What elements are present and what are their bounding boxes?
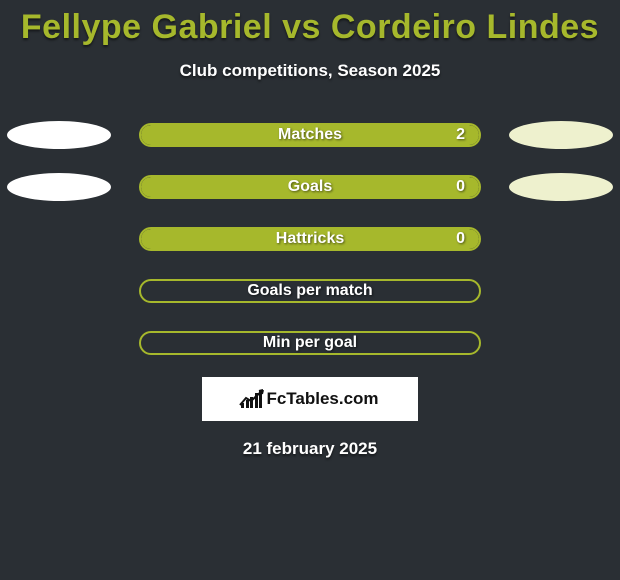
stat-row: Hattricks 0: [0, 225, 620, 253]
right-player-marker: [509, 121, 613, 149]
stat-value: 0: [456, 230, 465, 248]
stat-bar: Min per goal: [139, 331, 481, 355]
stat-label: Hattricks: [276, 230, 344, 248]
left-player-marker: [7, 173, 111, 201]
footer-date: 21 february 2025: [0, 439, 620, 459]
stat-row: Goals per match: [0, 277, 620, 305]
stat-label: Goals per match: [247, 282, 372, 300]
stat-row: Matches 2: [0, 121, 620, 149]
left-player-marker: [7, 121, 111, 149]
stat-bar: Matches 2: [139, 123, 481, 147]
page-title: Fellype Gabriel vs Cordeiro Lindes: [0, 0, 620, 47]
stat-label: Min per goal: [263, 334, 357, 352]
comparison-rows: Matches 2 Goals 0 Hattricks 0 Goals per match M…: [0, 121, 620, 357]
stat-bar: Goals 0: [139, 175, 481, 199]
right-player-marker: [509, 173, 613, 201]
logo-text: FcTables.com: [266, 389, 378, 409]
subtitle: Club competitions, Season 2025: [0, 61, 620, 81]
logo-box: FcTables.com: [202, 377, 418, 421]
stat-label: Matches: [278, 126, 342, 144]
stat-bar: Goals per match: [139, 279, 481, 303]
stat-bar: Hattricks 0: [139, 227, 481, 251]
stat-row: Min per goal: [0, 329, 620, 357]
stat-row: Goals 0: [0, 173, 620, 201]
stat-value: 2: [456, 126, 465, 144]
stat-value: 0: [456, 178, 465, 196]
logo-chart-icon: [241, 390, 262, 408]
fctables-logo: FcTables.com: [241, 389, 378, 409]
stat-label: Goals: [288, 178, 332, 196]
